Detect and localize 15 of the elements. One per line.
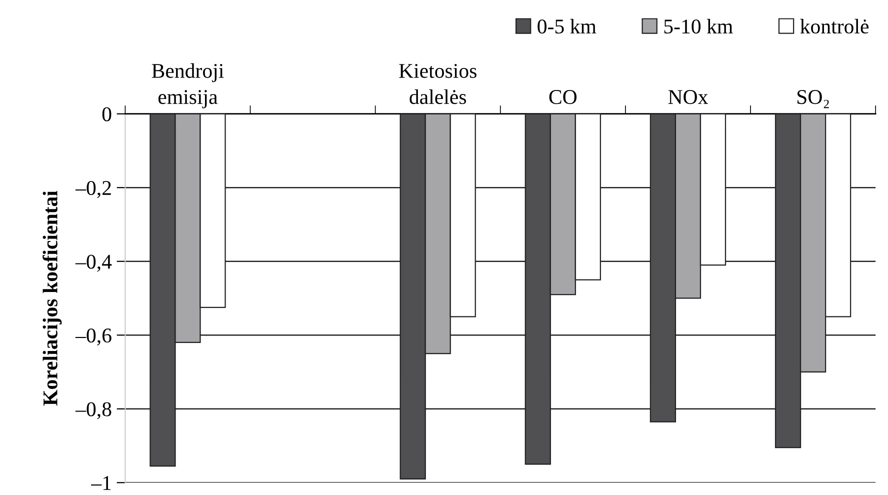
x-tick-label: NOx	[668, 90, 708, 104]
y-tick-label: –0,2	[75, 180, 111, 198]
legend-label: 5-10 km	[664, 18, 733, 34]
y-tick-label: –1	[91, 476, 111, 490]
y-tick-label: –0,8	[75, 402, 112, 420]
x-tick-label: CO	[549, 90, 577, 104]
x-tick-label: SO₂	[797, 90, 829, 108]
x-tick-label: Bendroji emisija	[152, 63, 224, 108]
y-tick-label: 0	[102, 107, 112, 122]
legend-label: kontrolė	[800, 18, 869, 34]
x-tick-label: Kietosios dalelės	[399, 64, 476, 104]
y-tick-label: –0,4	[75, 254, 112, 272]
y-tick-label: –0,6	[75, 328, 112, 346]
legend-label: 0-5 km	[538, 18, 596, 34]
y-axis-title: Koreliacijos koeficientai	[42, 190, 62, 406]
